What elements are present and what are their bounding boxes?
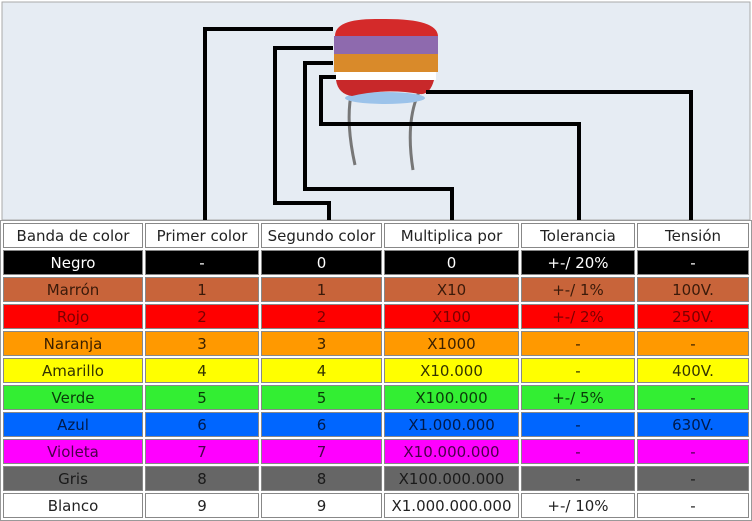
table-cell: Marrón xyxy=(3,277,143,302)
table-row: Azul 6 6 X1.000.000-630V. xyxy=(3,412,749,437)
table-cell: X1000 xyxy=(384,331,519,356)
table-cell: Violeta xyxy=(3,439,143,464)
table-cell: Blanco xyxy=(3,493,143,518)
table-cell: X100.000 xyxy=(384,385,519,410)
table-cell: 1 xyxy=(145,277,259,302)
table-cell: - xyxy=(521,412,635,437)
table-cell: - xyxy=(637,250,749,275)
table-cell: - xyxy=(521,358,635,383)
table-cell: 6 xyxy=(261,412,382,437)
table-cell: 2 xyxy=(261,304,382,329)
table-row: Blanco 9 9 X1.000.000.000 +-/ 10% - xyxy=(3,493,749,518)
table-cell: 4 xyxy=(261,358,382,383)
header-banda: Banda de color xyxy=(3,223,143,248)
table-cell: - xyxy=(145,250,259,275)
table-cell: 400V. xyxy=(637,358,749,383)
table-cell: - xyxy=(521,439,635,464)
table-cell: +-/ 1% xyxy=(521,277,635,302)
table-cell: X100 xyxy=(384,304,519,329)
table-row: Gris 8 8 X100.000.000- - xyxy=(3,466,749,491)
band-3 xyxy=(334,54,438,72)
table-cell: X10.000 xyxy=(384,358,519,383)
table-cell: 0 xyxy=(384,250,519,275)
table-cell: 3 xyxy=(261,331,382,356)
capacitor-diagram xyxy=(1,1,751,221)
table-cell: Gris xyxy=(3,466,143,491)
table-row: Negro -0 0 +-/ 20% - xyxy=(3,250,749,275)
table-cell: +-/ 10% xyxy=(521,493,635,518)
table-cell: +-/ 5% xyxy=(521,385,635,410)
band-1 xyxy=(335,18,438,36)
leader-line-3 xyxy=(303,61,454,220)
table-row: Violeta 7 7 X10.000.000- - xyxy=(3,439,749,464)
table-cell: Amarillo xyxy=(3,358,143,383)
table-cell: X1.000.000.000 xyxy=(384,493,519,518)
table-row: Amarillo 4 4 X10.000-400V. xyxy=(3,358,749,383)
leader-lines xyxy=(203,27,693,220)
table-cell: 100V. xyxy=(637,277,749,302)
table-cell: - xyxy=(637,385,749,410)
leader-line-4 xyxy=(319,75,581,220)
table-cell: +-/ 20% xyxy=(521,250,635,275)
header-primer: Primer color xyxy=(145,223,259,248)
table-cell: - xyxy=(521,466,635,491)
table-cell: Naranja xyxy=(3,331,143,356)
band-2 xyxy=(334,36,438,54)
table-cell: Negro xyxy=(3,250,143,275)
table-row: Rojo 2 2 X100 +-/ 2% 250V. xyxy=(3,304,749,329)
leader-line-1 xyxy=(203,27,333,220)
table-cell: 8 xyxy=(261,466,382,491)
table-cell: 7 xyxy=(145,439,259,464)
table-cell: 630V. xyxy=(637,412,749,437)
header-multiplica: Multiplica por xyxy=(384,223,519,248)
table-cell: 1 xyxy=(261,277,382,302)
header-segundo: Segundo color xyxy=(261,223,382,248)
color-code-table: Banda de color Primer color Segundo colo… xyxy=(0,220,752,521)
capacitor-shadow xyxy=(345,92,425,104)
table-row: Marrón 1 1 X10 +-/ 1% 100V. xyxy=(3,277,749,302)
table-cell: 8 xyxy=(145,466,259,491)
table-cell: 5 xyxy=(145,385,259,410)
header-tension: Tensión xyxy=(637,223,749,248)
table-cell: 3 xyxy=(145,331,259,356)
table-cell: Verde xyxy=(3,385,143,410)
capacitor xyxy=(334,18,438,171)
table-cell: X1.000.000 xyxy=(384,412,519,437)
table-cell: X100.000.000 xyxy=(384,466,519,491)
table-cell: - xyxy=(637,466,749,491)
header-tolerancia: Tolerancia xyxy=(521,223,635,248)
table-cell: 5 xyxy=(261,385,382,410)
leader-line-5 xyxy=(426,90,693,220)
table-cell: - xyxy=(637,331,749,356)
table-cell: 7 xyxy=(261,439,382,464)
table-cell: 250V. xyxy=(637,304,749,329)
table-cell: 9 xyxy=(261,493,382,518)
table-cell: - xyxy=(521,331,635,356)
table-cell: - xyxy=(637,439,749,464)
table-cell: 0 xyxy=(261,250,382,275)
table-cell: X10.000.000 xyxy=(384,439,519,464)
table-cell: 4 xyxy=(145,358,259,383)
table-cell: - xyxy=(637,493,749,518)
table-row: Verde 5 5 X100.000 +-/ 5% - xyxy=(3,385,749,410)
table-cell: +-/ 2% xyxy=(521,304,635,329)
table-cell: 9 xyxy=(145,493,259,518)
table-row: Naranja 3 3 X1000- - xyxy=(3,331,749,356)
table-cell: 2 xyxy=(145,304,259,329)
table-cell: Rojo xyxy=(3,304,143,329)
band-4 xyxy=(336,72,436,80)
table-cell: Azul xyxy=(3,412,143,437)
band-5 xyxy=(336,80,434,96)
table-cell: X10 xyxy=(384,277,519,302)
table-header: Banda de color Primer color Segundo colo… xyxy=(3,223,749,248)
table-cell: 6 xyxy=(145,412,259,437)
leader-line-2 xyxy=(273,46,333,220)
